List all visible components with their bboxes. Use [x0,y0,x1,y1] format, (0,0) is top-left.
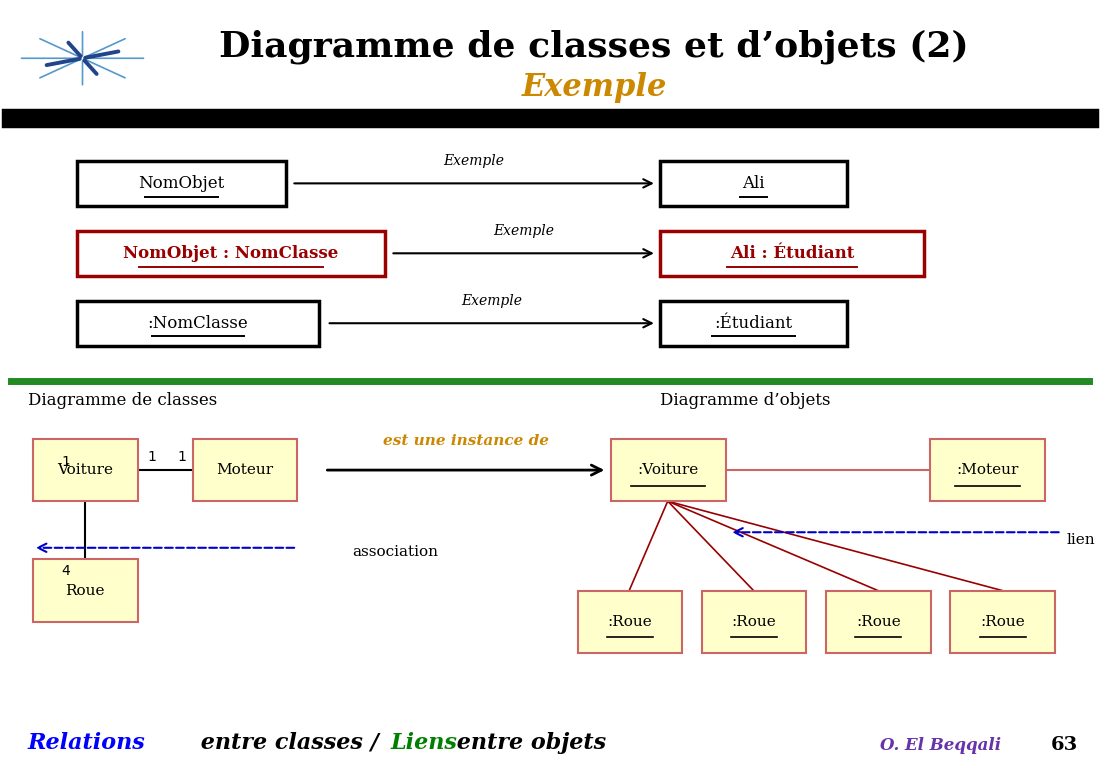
Text: :Voiture: :Voiture [638,463,699,477]
FancyBboxPatch shape [578,591,682,653]
Text: Diagramme de classes et d’objets (2): Diagramme de classes et d’objets (2) [219,30,968,64]
Text: 4: 4 [62,564,71,578]
FancyBboxPatch shape [660,231,924,276]
Text: entre classes /: entre classes / [193,732,386,754]
Text: lien: lien [1067,533,1095,547]
Text: :Roue: :Roue [731,615,777,629]
Text: Exemple: Exemple [522,71,666,103]
FancyBboxPatch shape [951,591,1054,653]
Text: Diagramme d’objets: Diagramme d’objets [660,392,831,409]
Text: NomObjet : NomClasse: NomObjet : NomClasse [124,245,339,262]
FancyBboxPatch shape [77,231,385,276]
Text: Exemple: Exemple [461,294,522,308]
Text: Voiture: Voiture [57,463,114,477]
Text: :Étudiant: :Étudiant [715,315,793,332]
Text: Roue: Roue [65,584,105,598]
Text: :Moteur: :Moteur [956,463,1018,477]
Text: est une instance de: est une instance de [383,434,549,448]
Text: entre objets: entre objets [449,732,606,754]
FancyBboxPatch shape [660,301,847,346]
Text: Ali: Ali [742,175,764,192]
Text: Liens: Liens [390,732,458,754]
FancyBboxPatch shape [33,559,138,622]
Text: :Roue: :Roue [856,615,901,629]
Text: 1: 1 [148,450,157,464]
FancyBboxPatch shape [660,161,847,206]
Text: Relations: Relations [28,732,146,754]
Text: O. El Beqqali: O. El Beqqali [880,737,1002,754]
Text: Diagramme de classes: Diagramme de classes [28,392,217,409]
Text: NomObjet: NomObjet [138,175,225,192]
FancyBboxPatch shape [77,301,319,346]
FancyBboxPatch shape [702,591,806,653]
Text: 1: 1 [178,450,186,464]
FancyBboxPatch shape [77,161,286,206]
FancyBboxPatch shape [930,439,1045,501]
Text: Exemple: Exemple [493,224,554,238]
Text: Moteur: Moteur [216,463,274,477]
FancyBboxPatch shape [33,439,138,501]
Text: :Roue: :Roue [981,615,1025,629]
FancyBboxPatch shape [826,591,931,653]
Text: 63: 63 [1050,736,1078,754]
FancyBboxPatch shape [611,439,726,501]
Text: Ali : Étudiant: Ali : Étudiant [730,245,854,262]
FancyBboxPatch shape [193,439,297,501]
Text: :NomClasse: :NomClasse [148,315,248,332]
Text: :Roue: :Roue [608,615,652,629]
Text: association: association [352,545,438,559]
Text: 1: 1 [62,455,71,469]
Text: Exemple: Exemple [443,154,504,168]
